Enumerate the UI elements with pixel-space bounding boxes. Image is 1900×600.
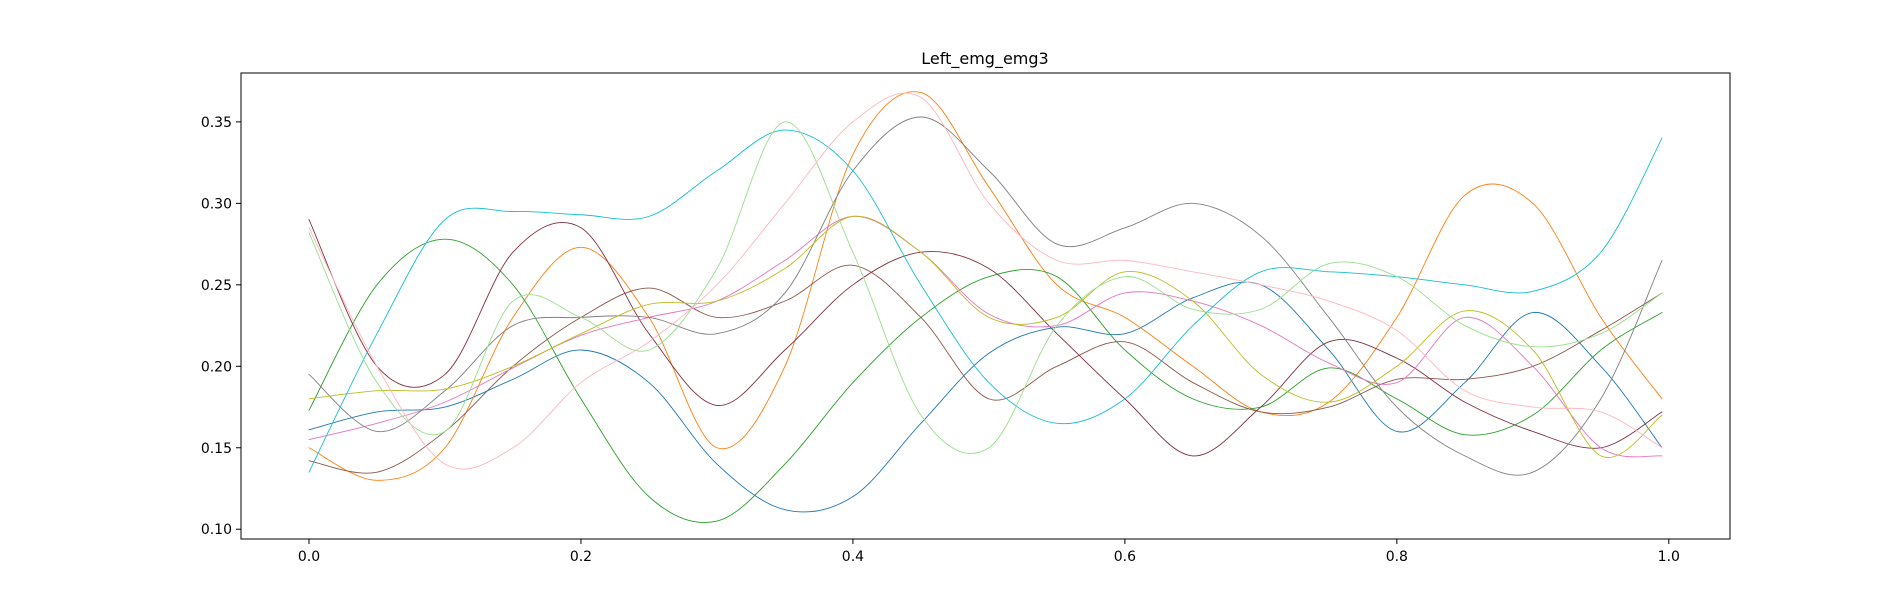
plot-area-frame (240, 72, 1731, 540)
series-line-6 (308, 215, 1663, 458)
series-line-10 (308, 121, 1663, 454)
x-axis: 0.0 0.2 0.4 0.6 0.8 1.0 (298, 539, 1680, 565)
series-line-2 (308, 91, 1663, 481)
series-line-11 (308, 92, 1663, 470)
y-tick-label: 0.20 (201, 359, 232, 375)
series-line-1 (308, 281, 1663, 513)
y-tick-label: 0.15 (201, 441, 232, 457)
y-tick-label: 0.10 (201, 522, 232, 538)
y-tick-label: 0.35 (201, 115, 232, 131)
series-line-7 (308, 116, 1663, 476)
x-tick-label: 0.8 (1386, 549, 1408, 565)
x-tick-label: 0.0 (298, 549, 320, 565)
y-tick-label: 0.25 (201, 278, 232, 294)
series-line-3 (308, 238, 1663, 523)
x-tick-label: 0.2 (570, 549, 592, 565)
x-tick-label: 0.6 (1114, 549, 1136, 565)
x-tick-label: 1.0 (1658, 549, 1680, 565)
y-axis: 0.10 0.15 0.20 0.25 0.30 0.35 (201, 115, 241, 538)
x-tick-label: 0.4 (842, 549, 864, 565)
series-line-5 (308, 219, 1663, 457)
chart-title: Left_emg_emg3 (921, 49, 1048, 69)
series-layer (308, 91, 1663, 523)
series-line-9 (308, 129, 1663, 473)
series-line-4 (308, 264, 1663, 474)
series-line-8 (308, 215, 1663, 459)
y-tick-label: 0.30 (201, 196, 232, 212)
